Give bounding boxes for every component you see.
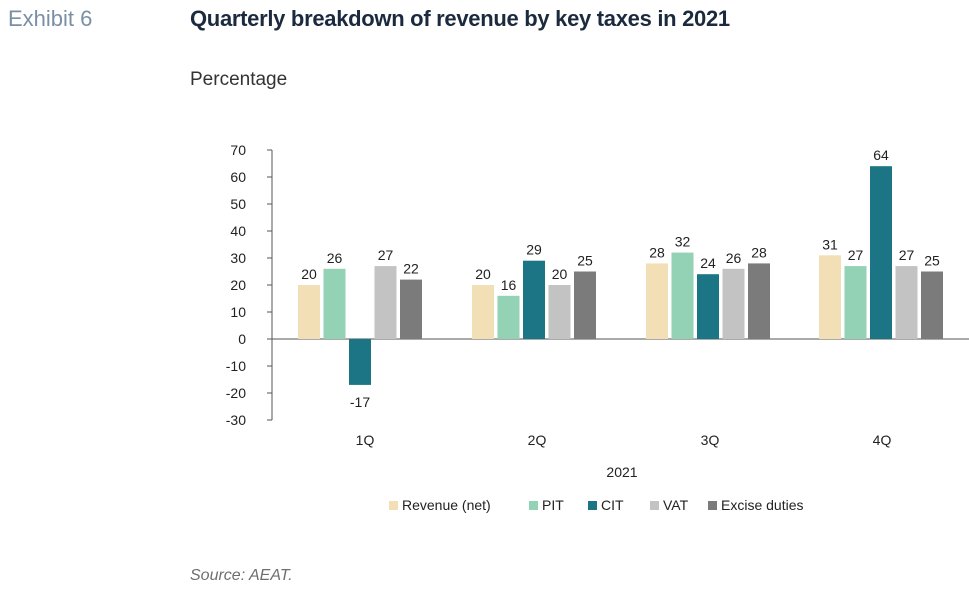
bar	[844, 266, 867, 339]
bar	[374, 266, 397, 339]
y-tick-label: 60	[230, 169, 246, 185]
y-tick-label: 30	[230, 250, 246, 266]
bar	[574, 271, 596, 339]
y-tick-label: 0	[238, 331, 246, 347]
data-label: 64	[873, 147, 889, 163]
y-tick-label: -10	[226, 358, 246, 374]
data-label: 32	[675, 234, 691, 250]
data-label: 25	[924, 253, 940, 269]
chart-subtitle: Percentage	[190, 69, 288, 90]
bar	[323, 268, 346, 339]
bar	[548, 285, 571, 339]
data-label: 25	[577, 253, 593, 269]
x-tick-label: 1Q	[356, 432, 375, 448]
bar	[895, 266, 918, 339]
legend-label: VAT	[663, 497, 689, 513]
bar	[400, 279, 422, 339]
legend-swatch	[389, 501, 398, 510]
bar	[671, 252, 694, 339]
y-tick-label: 10	[230, 304, 246, 320]
legend-swatch	[708, 501, 717, 510]
bar	[298, 285, 320, 339]
data-label: 20	[301, 266, 317, 282]
legend-label: Excise duties	[721, 497, 803, 513]
source-note: Source: AEAT.	[190, 567, 293, 584]
data-label: 27	[378, 247, 394, 263]
data-label: 27	[848, 247, 864, 263]
data-label: 26	[726, 250, 742, 266]
chart-title: Quarterly breakdown of revenue by key ta…	[190, 6, 730, 31]
bar	[523, 260, 545, 339]
legend-label: PIT	[542, 497, 564, 513]
data-label: -17	[350, 394, 370, 410]
exhibit-label: Exhibit 6	[8, 6, 93, 31]
data-label: 22	[403, 261, 419, 277]
bar	[497, 295, 520, 339]
data-label: 31	[822, 236, 838, 252]
y-tick-label: -20	[226, 385, 246, 401]
data-label: 20	[475, 266, 491, 282]
data-label: 27	[899, 247, 915, 263]
legend-swatch	[529, 501, 538, 510]
legend-label: Revenue (net)	[402, 497, 491, 513]
y-tick-label: 50	[230, 196, 246, 212]
data-label: 16	[501, 277, 517, 293]
bar	[722, 268, 745, 339]
legend-swatch	[588, 501, 597, 510]
bar	[349, 339, 371, 385]
legend-swatch	[650, 501, 659, 510]
data-label: 28	[649, 244, 665, 260]
bar	[870, 166, 892, 339]
bar	[748, 263, 770, 339]
data-label: 29	[526, 242, 542, 258]
x-tick-label: 2Q	[528, 432, 547, 448]
bar	[472, 285, 494, 339]
bar	[646, 263, 668, 339]
data-label: 26	[327, 250, 343, 266]
data-label: 20	[552, 266, 568, 282]
y-tick-label: 40	[230, 223, 246, 239]
x-axis-title: 2021	[606, 464, 637, 480]
bar	[697, 274, 719, 339]
x-tick-label: 3Q	[701, 432, 720, 448]
data-label: 24	[700, 255, 716, 271]
x-tick-label: 4Q	[873, 432, 892, 448]
legend-label: CIT	[601, 497, 624, 513]
y-tick-label: 70	[230, 142, 246, 158]
bar	[921, 271, 943, 339]
y-tick-label: -30	[226, 412, 246, 428]
y-tick-label: 20	[230, 277, 246, 293]
bar	[819, 255, 841, 339]
data-label: 28	[751, 244, 767, 260]
